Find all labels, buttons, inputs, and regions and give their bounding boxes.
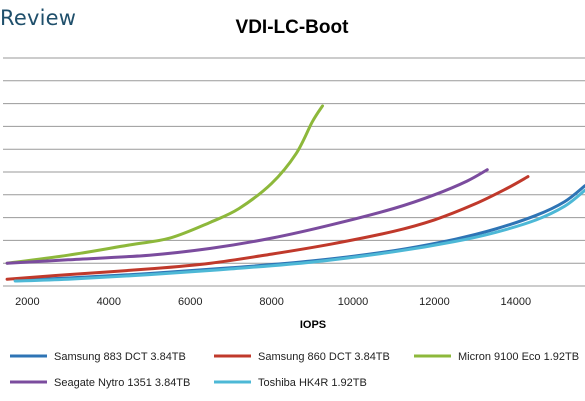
legend-label: Samsung 883 DCT 3.84TB [54,351,186,363]
x-tick-label: 14000 [501,296,532,308]
legend-label: Seagate Nytro 1351 3.84TB [54,377,190,389]
series-line-3 [5,104,324,265]
series-line-5 [13,188,585,283]
x-tick-labels: 2000 4000 6000 8000 10000 12000 14000 [15,296,531,308]
x-tick-label: 8000 [259,296,283,308]
brand-logo: Review [0,6,77,30]
x-tick-label: 4000 [97,296,121,308]
legend-label: Samsung 860 DCT 3.84TB [258,351,390,363]
legend-label: Micron 9100 Eco 1.92TB [458,351,579,363]
x-tick-label: 6000 [178,296,202,308]
x-tick-label: 10000 [338,296,369,308]
x-tick-label: 2000 [15,296,39,308]
x-axis-title: IOPS [300,319,326,331]
legend-label: Toshiba HK4R 1.92TB [258,377,367,389]
series-lines [5,104,585,283]
chart-title: VDI-LC-Boot [236,17,350,38]
series-line-2 [5,175,530,281]
legend: Samsung 883 DCT 3.84TB Samsung 860 DCT 3.… [10,351,579,389]
series-line-4 [5,168,489,265]
x-tick-label: 12000 [419,296,450,308]
